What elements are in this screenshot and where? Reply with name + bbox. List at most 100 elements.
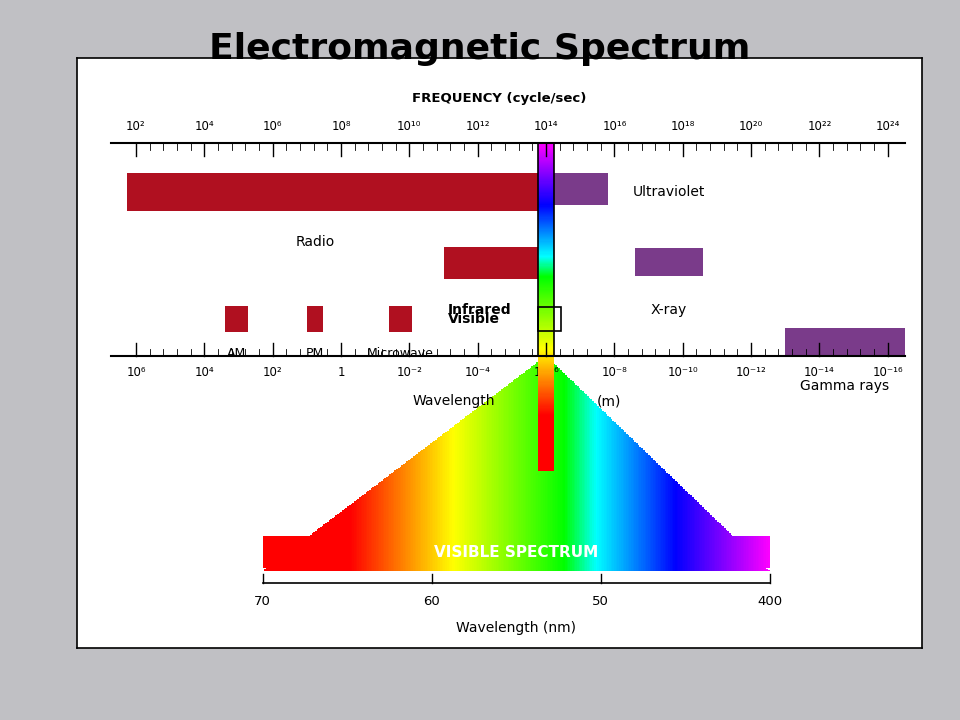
Bar — [599, 536, 601, 568]
Polygon shape — [453, 426, 455, 571]
Text: (m): (m) — [597, 394, 621, 408]
Bar — [355, 536, 357, 568]
Bar — [369, 536, 371, 568]
Bar — [628, 536, 630, 568]
Polygon shape — [381, 481, 383, 571]
Bar — [539, 416, 554, 418]
Text: 10¹²: 10¹² — [466, 120, 490, 132]
Bar — [539, 411, 554, 412]
Polygon shape — [568, 378, 570, 571]
Polygon shape — [481, 405, 482, 571]
Bar — [539, 222, 554, 223]
Bar — [539, 447, 554, 448]
Polygon shape — [415, 455, 417, 571]
Text: 10¹⁸: 10¹⁸ — [671, 120, 695, 132]
Polygon shape — [682, 487, 684, 571]
Bar — [572, 536, 573, 568]
Bar — [531, 536, 533, 568]
Polygon shape — [472, 411, 474, 571]
Bar — [539, 276, 554, 277]
Bar — [539, 462, 554, 463]
Text: 10²: 10² — [126, 120, 146, 132]
Polygon shape — [552, 362, 553, 571]
Bar — [539, 435, 554, 436]
Polygon shape — [423, 449, 425, 571]
Bar — [539, 270, 554, 271]
Text: 10¹⁶: 10¹⁶ — [602, 120, 627, 132]
Polygon shape — [744, 548, 746, 571]
Polygon shape — [757, 561, 759, 571]
Bar — [608, 536, 609, 568]
Polygon shape — [384, 478, 386, 571]
Polygon shape — [350, 504, 352, 571]
Bar — [539, 234, 554, 235]
Bar — [328, 536, 330, 568]
Bar — [539, 450, 554, 451]
Bar — [468, 536, 470, 568]
Polygon shape — [546, 357, 548, 571]
Polygon shape — [270, 565, 271, 571]
Polygon shape — [395, 470, 396, 571]
Polygon shape — [344, 509, 346, 571]
Polygon shape — [413, 456, 415, 571]
Bar — [448, 536, 450, 568]
Polygon shape — [564, 373, 565, 571]
Bar — [539, 327, 554, 328]
Bar — [348, 536, 350, 568]
Bar — [290, 536, 292, 568]
Polygon shape — [639, 446, 641, 571]
Polygon shape — [732, 536, 734, 571]
Text: 10⁻⁴: 10⁻⁴ — [465, 366, 491, 379]
Polygon shape — [393, 472, 395, 571]
Bar — [539, 287, 554, 289]
Polygon shape — [612, 420, 614, 571]
Polygon shape — [555, 365, 557, 571]
Polygon shape — [320, 527, 322, 571]
Text: FREQUENCY (cycle/sec): FREQUENCY (cycle/sec) — [412, 92, 587, 105]
Polygon shape — [266, 568, 268, 571]
Bar — [668, 536, 670, 568]
Text: 70: 70 — [254, 595, 271, 608]
Polygon shape — [548, 359, 550, 571]
Bar — [539, 174, 554, 175]
Bar — [539, 319, 554, 320]
Bar — [539, 340, 554, 341]
Bar — [371, 536, 372, 568]
Bar — [539, 464, 554, 465]
Bar — [539, 215, 554, 217]
Bar — [539, 353, 554, 354]
Bar — [295, 536, 297, 568]
Polygon shape — [710, 515, 712, 571]
Bar — [499, 536, 501, 568]
Polygon shape — [748, 551, 749, 571]
Polygon shape — [712, 517, 714, 571]
Polygon shape — [354, 501, 355, 571]
Bar — [275, 536, 276, 568]
Polygon shape — [501, 390, 503, 571]
Bar — [492, 536, 494, 568]
Polygon shape — [410, 459, 411, 571]
Polygon shape — [290, 550, 292, 571]
Bar — [539, 161, 554, 162]
Bar — [293, 536, 295, 568]
Bar — [539, 307, 554, 308]
Bar — [749, 536, 751, 568]
Bar — [315, 536, 317, 568]
Polygon shape — [566, 377, 568, 571]
Polygon shape — [511, 382, 513, 571]
Bar — [445, 536, 446, 568]
Bar — [732, 536, 734, 568]
Bar — [539, 220, 554, 221]
Bar — [564, 536, 565, 568]
Bar — [712, 536, 714, 568]
Bar — [313, 536, 315, 568]
Bar — [539, 354, 554, 355]
Polygon shape — [637, 445, 639, 571]
Bar — [562, 536, 564, 568]
Bar — [439, 536, 440, 568]
Bar — [464, 536, 466, 568]
Text: 10²: 10² — [263, 366, 282, 379]
Bar — [724, 536, 726, 568]
Bar — [565, 536, 566, 568]
Bar — [288, 536, 290, 568]
